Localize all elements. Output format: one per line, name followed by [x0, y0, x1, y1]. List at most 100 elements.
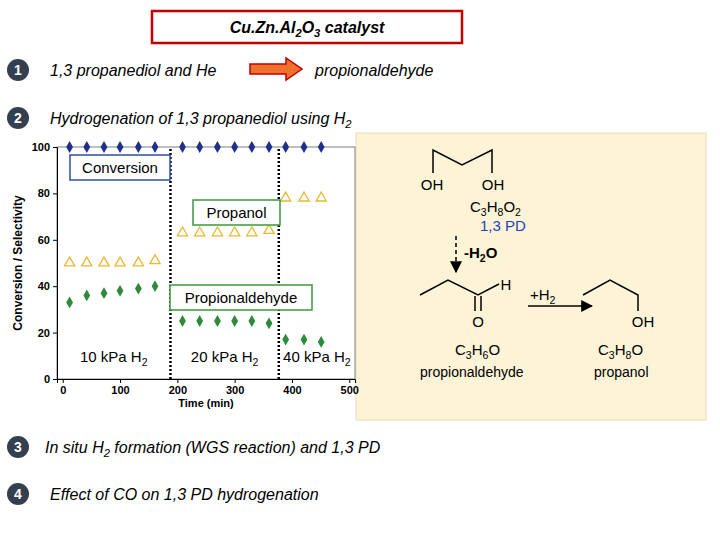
- reaction-arrow: [455, 236, 457, 272]
- text-part: O: [631, 341, 643, 358]
- text-part: +H: [530, 286, 550, 303]
- text-part: O: [486, 244, 498, 261]
- formula: C3H8O: [598, 341, 643, 361]
- bullet-number: 3: [14, 439, 22, 455]
- point: [177, 227, 187, 236]
- item-text: Hydrogenation of 1,3 propanediol using H…: [50, 110, 352, 130]
- tick: 20: [38, 327, 57, 339]
- text-part: Conversion: [82, 159, 158, 176]
- phase-label: 20 kPa H2: [191, 348, 259, 368]
- tick-mark: [292, 379, 293, 383]
- text-part: 40 kPa H: [283, 348, 345, 365]
- series: [66, 280, 324, 347]
- tick: 80: [38, 187, 57, 199]
- text-part: C: [470, 198, 481, 215]
- compound-name: propionaldehyde: [420, 364, 524, 380]
- point: [196, 141, 203, 153]
- point: [214, 141, 221, 153]
- tick-label: 500: [341, 384, 359, 396]
- series-label: Conversion: [82, 159, 158, 176]
- point: [150, 255, 160, 264]
- point: [316, 192, 326, 201]
- group-label: O: [472, 313, 484, 330]
- tick-mark: [53, 379, 57, 380]
- tick: 100: [32, 141, 57, 153]
- point: [230, 227, 240, 236]
- point: [83, 141, 90, 153]
- tick-label: 40: [38, 280, 50, 292]
- tick-label: 300: [226, 384, 244, 396]
- tick-mark: [53, 147, 57, 148]
- point: [196, 315, 203, 327]
- title-box: [152, 11, 462, 43]
- tick: 0: [44, 373, 57, 385]
- compound-name: propanol: [594, 364, 649, 380]
- tick: 500: [341, 379, 359, 396]
- group-label: OH: [482, 176, 505, 193]
- tick: 200: [169, 379, 187, 396]
- text-part: 1,3 PD: [480, 217, 526, 234]
- plot-area: [65, 141, 327, 379]
- y-axis-title: Conversion / Selectivity: [11, 195, 25, 331]
- point: [152, 280, 159, 292]
- text-part: propionaldehyde: [314, 62, 433, 79]
- tick-label: 400: [283, 384, 301, 396]
- point: [266, 141, 273, 153]
- text-part: C: [598, 341, 609, 358]
- text-part: C: [455, 341, 466, 358]
- point: [117, 141, 124, 153]
- item-arrow: [250, 58, 302, 80]
- point: [248, 315, 255, 327]
- text-part: H: [487, 198, 498, 215]
- bullet: [7, 436, 29, 458]
- tick-mark: [349, 379, 350, 383]
- formula: C3H8O2: [470, 198, 521, 218]
- text-part: Cu.Zn.Al: [230, 19, 296, 36]
- series-label: Propanol: [206, 204, 266, 221]
- series-label: Propionaldehyde: [185, 289, 298, 306]
- tick: 300: [226, 379, 244, 396]
- chart: 0 20 40 60 80 100 0 100 200 300 400 500 Conversion /…: [11, 141, 359, 409]
- formula: C3H6O: [455, 341, 500, 361]
- text-part: OH: [632, 313, 655, 330]
- text-part: O: [488, 341, 500, 358]
- series-label-box: [193, 200, 280, 225]
- tick: 40: [38, 280, 57, 292]
- tick-label: 20: [38, 327, 50, 339]
- tick-mark: [235, 379, 236, 383]
- tick: 60: [38, 234, 57, 246]
- text-part: Propionaldehyde: [185, 289, 298, 306]
- text-part: Hydrogenation of 1,3 propanediol using H: [50, 110, 346, 127]
- title: Cu.Zn.Al2O3 catalyst: [230, 19, 385, 39]
- group-label: OH: [632, 313, 655, 330]
- tick-mark: [177, 379, 178, 383]
- bullet: [7, 107, 29, 129]
- point: [247, 227, 257, 236]
- reaction-arrow: [528, 305, 592, 307]
- tick-mark: [53, 333, 57, 334]
- point: [281, 192, 291, 201]
- reaction-step: -H2O: [464, 244, 498, 264]
- text-part: OH: [482, 176, 505, 193]
- phase-divider: [169, 147, 172, 379]
- item-text: Effect of CO on 1,3 PD hydrogenation: [50, 486, 319, 503]
- point: [248, 141, 255, 153]
- phase-divider: [278, 147, 281, 379]
- text-part: 1,3 propanediol and He: [50, 62, 216, 79]
- text-part: O: [472, 313, 484, 330]
- tick: 400: [283, 379, 301, 396]
- tick: 0: [60, 379, 66, 396]
- text-part: catalyst: [320, 19, 385, 36]
- series-label-box: [70, 155, 170, 180]
- point: [66, 297, 73, 309]
- point: [264, 225, 274, 234]
- text-part: 2: [253, 356, 259, 368]
- point: [82, 257, 92, 266]
- text-part: H: [501, 276, 512, 293]
- point: [101, 141, 108, 153]
- bullet-number: 2: [14, 110, 22, 126]
- phase-label: 40 kPa H2: [283, 348, 351, 368]
- plot-frame: [57, 147, 355, 379]
- tick-label: 100: [111, 384, 129, 396]
- series-label-box: [170, 285, 312, 310]
